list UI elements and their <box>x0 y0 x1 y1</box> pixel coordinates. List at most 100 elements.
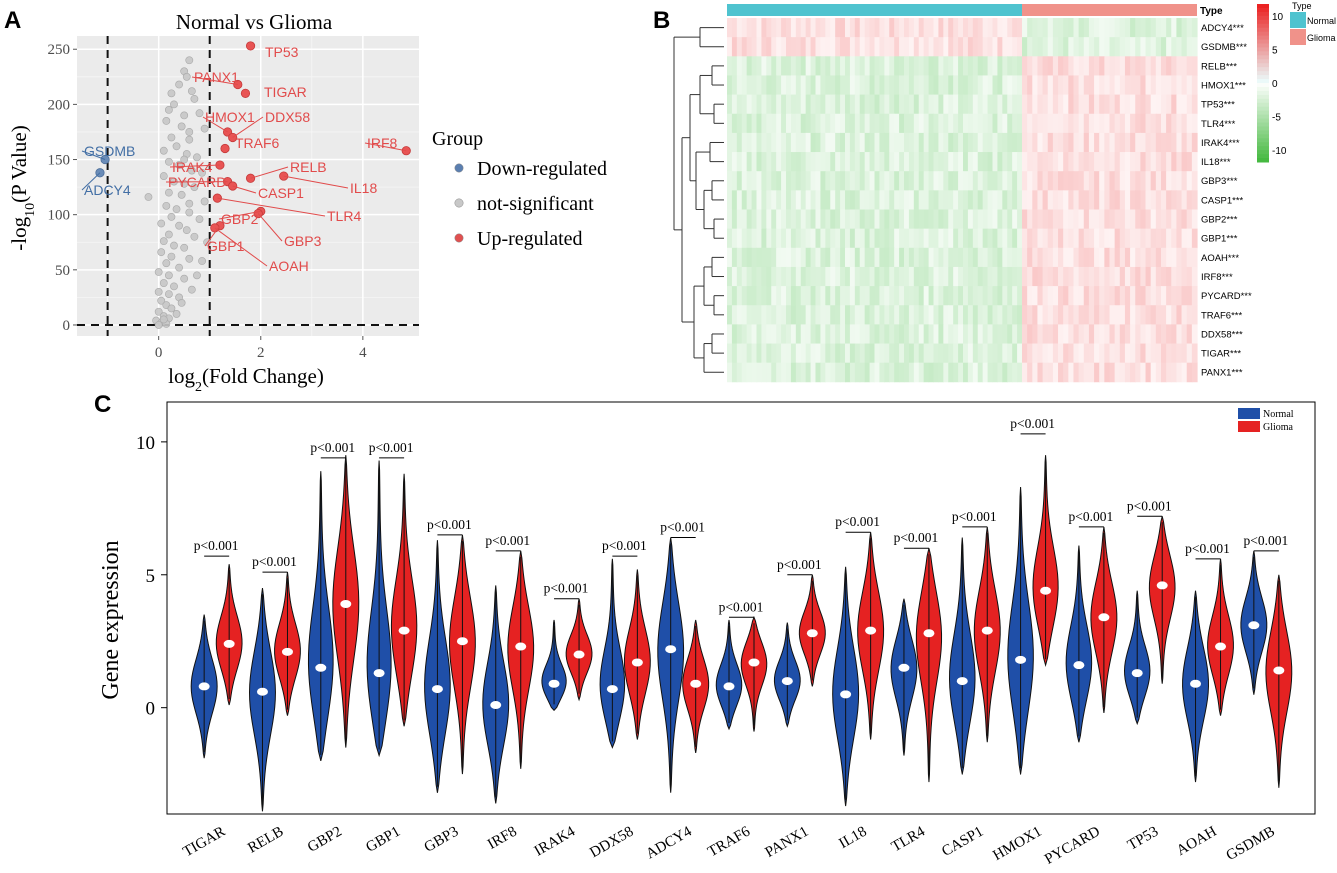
volcano-point-ns <box>162 201 171 210</box>
heatmap-cell <box>943 94 949 115</box>
heatmap-cell <box>835 286 841 306</box>
heatmap-cell <box>1042 305 1049 325</box>
heatmap-cell <box>1124 324 1131 344</box>
heatmap-cell <box>805 286 812 306</box>
heatmap-cell <box>1037 266 1044 287</box>
heatmap-cell <box>1191 247 1198 268</box>
heatmap-cell <box>869 56 876 76</box>
heatmap-cell <box>992 113 999 134</box>
heatmap-cell <box>840 266 846 287</box>
heatmap-cell <box>1140 171 1147 191</box>
heatmap-cell <box>992 132 999 153</box>
heatmap-cell <box>736 305 743 325</box>
heatmap-cell <box>1022 209 1028 230</box>
heatmap-cell <box>997 152 1003 172</box>
heatmap-cell <box>840 56 846 76</box>
volcano-point-ns <box>154 307 163 316</box>
heatmap-cell <box>1140 56 1147 76</box>
heatmap-cell <box>1119 171 1126 191</box>
heatmap-cell <box>1104 286 1111 306</box>
heatmap-cell <box>781 75 787 95</box>
violin-median-dot <box>690 679 702 688</box>
heatmap-cell <box>992 171 999 191</box>
heatmap-cell <box>825 18 831 38</box>
heatmap-cell <box>830 132 836 153</box>
heatmap-cell <box>884 18 890 38</box>
violin-legend-glioma-swatch <box>1238 421 1260 432</box>
heatmap-cell <box>849 190 856 210</box>
heatmap-cell <box>1083 343 1090 364</box>
heatmap-cell <box>997 228 1003 249</box>
heatmap-cell <box>1022 286 1028 306</box>
heatmap-cell <box>800 324 807 344</box>
heatmap-cell <box>751 209 758 230</box>
volcano-gene-label: ADCY4 <box>84 182 131 198</box>
heatmap-cell <box>982 18 989 38</box>
heatmap-cell <box>997 343 1003 364</box>
heatmap-cell <box>756 56 763 76</box>
heatmap-cell <box>987 343 994 364</box>
heatmap-cell <box>1022 132 1028 153</box>
heatmap-cell <box>1186 286 1193 306</box>
volcano-label-connector <box>217 197 326 217</box>
heatmap-cell <box>874 343 881 364</box>
volcano-point-ns <box>195 215 204 223</box>
heatmap-cell <box>727 190 733 210</box>
heatmap-cell <box>963 190 969 210</box>
heatmap-cell <box>746 37 753 57</box>
volcano-point-up <box>220 143 230 154</box>
heatmap-cell <box>1109 266 1116 287</box>
heatmap-row-label: TIGAR*** <box>1201 349 1241 360</box>
heatmap-cell <box>938 209 944 230</box>
heatmap-cell <box>1078 56 1085 76</box>
heatmap-cell <box>1176 152 1183 172</box>
heatmap-cell <box>864 75 871 95</box>
heatmap-cell <box>854 152 861 172</box>
heatmap-cell <box>904 286 910 306</box>
heatmap-cell <box>1042 75 1049 95</box>
volcano-point-ns <box>180 274 189 283</box>
heatmap-cell <box>1094 37 1100 57</box>
heatmap-cell <box>943 75 949 95</box>
heatmap-cell <box>736 132 743 153</box>
heatmap-cell <box>751 113 758 134</box>
heatmap-cell <box>1012 18 1018 38</box>
heatmap-cell <box>967 247 974 268</box>
heatmap-cell <box>835 18 841 38</box>
heatmap-cell <box>1017 324 1023 344</box>
heatmap-cell <box>1114 56 1121 76</box>
pvalue-label: p<0.001 <box>427 517 472 532</box>
heatmap-cell <box>884 37 890 57</box>
heatmap-cell <box>825 37 831 57</box>
heatmap-cell <box>1160 228 1167 249</box>
heatmap-cell <box>830 305 836 325</box>
heatmap-cell <box>1104 324 1111 344</box>
heatmap-cell <box>928 94 935 115</box>
heatmap-cell <box>1073 286 1080 306</box>
heatmap-cell <box>859 75 866 95</box>
heatmap-cell <box>727 56 733 76</box>
heatmap-cell <box>1171 94 1178 115</box>
heatmap-cell <box>835 324 841 344</box>
heatmap-cell <box>948 343 954 364</box>
heatmap-cell <box>1130 190 1136 210</box>
heatmap-cell <box>1052 343 1059 364</box>
heatmap-cell <box>1130 37 1136 57</box>
heatmap-cell <box>756 209 763 230</box>
heatmap-cell <box>923 18 930 38</box>
heatmap-cell <box>800 113 807 134</box>
heatmap-cell <box>776 305 782 325</box>
heatmap-cell <box>761 37 767 57</box>
heatmap-cell <box>1007 362 1013 383</box>
heatmap-cell <box>1052 75 1059 95</box>
heatmap-cell <box>987 152 994 172</box>
volcano-label-connector <box>191 76 238 86</box>
heatmap-cell <box>1109 18 1116 38</box>
heatmap-cell <box>1042 132 1049 153</box>
violin-median-dot <box>1215 642 1227 651</box>
heatmap-cell <box>771 286 777 306</box>
heatmap-cell <box>1114 266 1121 287</box>
heatmap-cell <box>840 75 846 95</box>
volcano-point-ns <box>193 153 201 162</box>
heatmap-cell <box>736 228 743 249</box>
